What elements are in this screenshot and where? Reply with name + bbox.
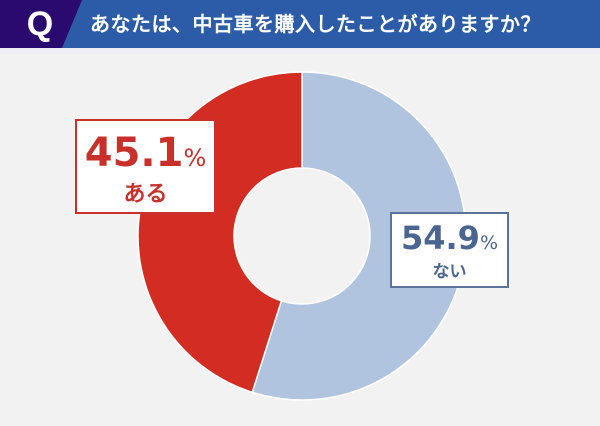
question-header: Q あなたは、中古車を購入したことがありますか？ [0, 0, 600, 48]
nai-answer: ない [432, 262, 467, 282]
header-divider [0, 48, 600, 54]
label-nai: 54.9% ない [390, 212, 509, 288]
q-label: Q [26, 5, 54, 43]
ari-percentage: 45.1% [84, 130, 207, 176]
ari-answer: ある [123, 182, 168, 207]
label-ari: 45.1% ある [75, 119, 216, 214]
nai-percentage: 54.9% [400, 219, 498, 257]
slice-nai [251, 71, 467, 401]
question-text: あなたは、中古車を購入したことがありますか？ [90, 12, 541, 36]
q-badge-background [0, 0, 82, 48]
